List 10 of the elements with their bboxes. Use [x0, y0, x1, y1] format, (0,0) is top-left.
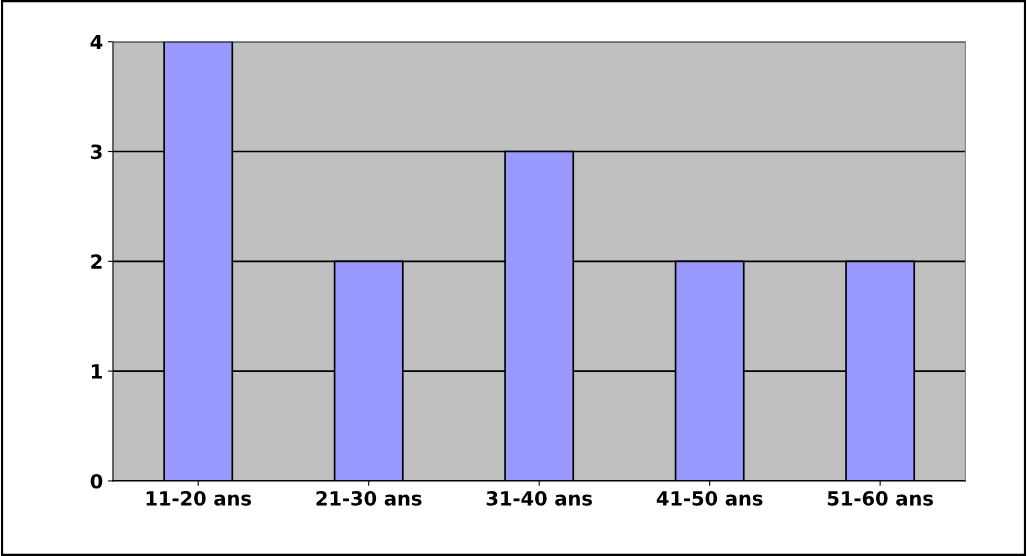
x-tick-label: 31-40 ans [486, 491, 592, 506]
x-tick-label: 11-20 ans [146, 491, 252, 506]
y-tick-label: 4 [90, 34, 103, 50]
y-tick-label: 3 [91, 144, 102, 160]
x-tick-label: 41-50 ans [656, 491, 763, 506]
y-tick-label: 2 [91, 254, 102, 269]
x-tick-label: 51-60 ans [827, 491, 933, 506]
y-tick-label: 0 [90, 473, 103, 489]
y-tick-label: 1 [91, 364, 102, 379]
x-tick-label: 21-30 ans [316, 491, 422, 506]
